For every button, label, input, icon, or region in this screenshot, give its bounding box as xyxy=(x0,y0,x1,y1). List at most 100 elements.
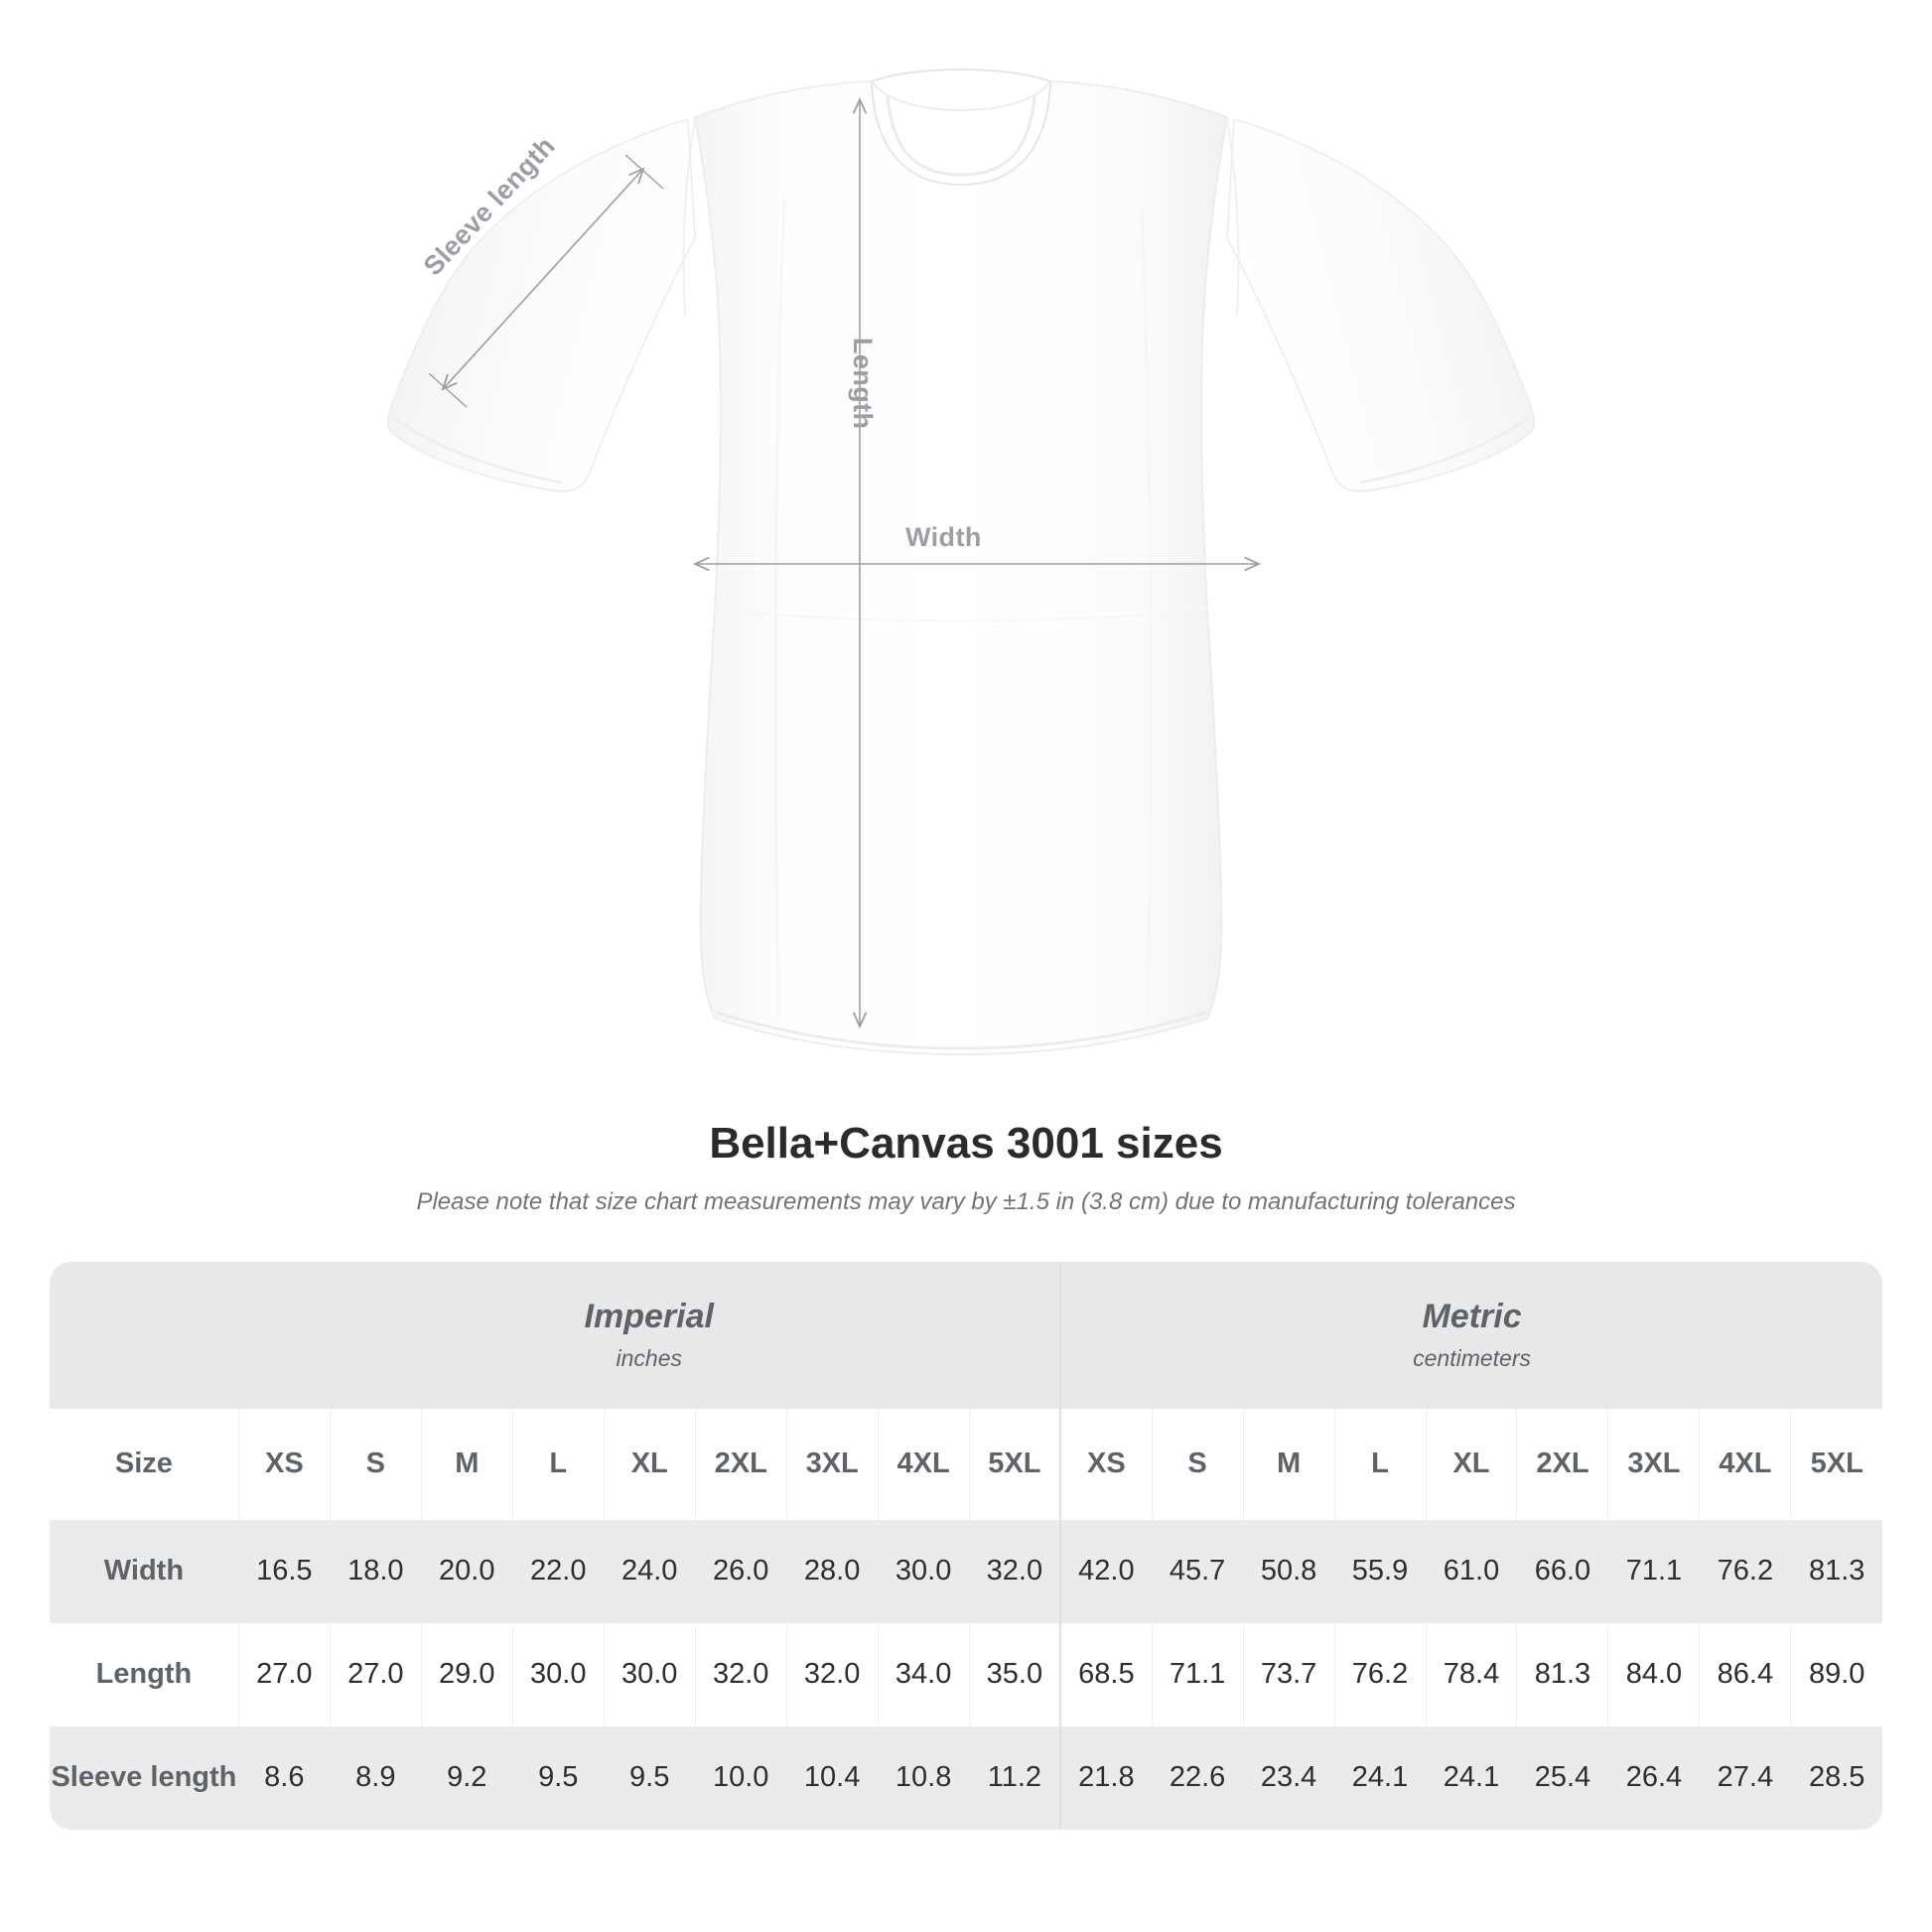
cell-imperial: 9.5 xyxy=(604,1725,696,1830)
cell-metric: 81.3 xyxy=(1516,1622,1609,1726)
cell-metric: 45.7 xyxy=(1152,1519,1244,1623)
size-header-imperial-2xl: 2XL xyxy=(695,1408,787,1520)
cell-imperial: 29.0 xyxy=(421,1622,513,1726)
cell-imperial: 9.5 xyxy=(512,1725,605,1830)
cell-metric: 24.1 xyxy=(1334,1725,1427,1830)
cell-imperial: 18.0 xyxy=(330,1519,422,1623)
cell-imperial: 30.0 xyxy=(512,1622,605,1726)
cell-imperial: 32.0 xyxy=(969,1519,1062,1623)
size-header-imperial-xl: XL xyxy=(604,1408,696,1520)
size-table: Imperial inches Metric centimeters Size … xyxy=(50,1261,1882,1830)
cell-metric: 78.4 xyxy=(1426,1622,1518,1726)
cell-imperial: 22.0 xyxy=(512,1519,605,1623)
size-header-imperial-4xl: 4XL xyxy=(878,1408,970,1520)
tolerance-note: Please note that size chart measurements… xyxy=(416,1187,1516,1215)
size-table-body: Width 16.5 18.0 20.0 22.0 24.0 26.0 28.0 30.0 32.… xyxy=(50,1519,1882,1830)
cell-imperial: 10.4 xyxy=(786,1725,879,1830)
cell-metric: 23.4 xyxy=(1243,1725,1335,1830)
size-header-metric-2xl: 2XL xyxy=(1516,1408,1609,1520)
cell-imperial: 8.6 xyxy=(238,1725,331,1830)
size-header-imperial-xs: XS xyxy=(238,1408,331,1520)
cell-imperial: 9.2 xyxy=(421,1725,513,1830)
width-label: Width xyxy=(905,522,982,552)
unit-metric-sub: centimeters xyxy=(1413,1344,1531,1371)
size-header-imperial-l: L xyxy=(512,1408,605,1520)
cell-imperial: 11.2 xyxy=(969,1725,1062,1830)
unit-metric-name: Metric xyxy=(1422,1298,1522,1336)
unit-band-row: Imperial inches Metric centimeters xyxy=(50,1261,1882,1409)
cell-imperial: 20.0 xyxy=(421,1519,513,1623)
cell-metric: 68.5 xyxy=(1060,1622,1153,1726)
table-row: Sleeve length 8.6 8.9 9.2 9.5 9.5 10.0 10.4 10.8… xyxy=(50,1725,1882,1830)
cell-metric: 86.4 xyxy=(1699,1622,1792,1726)
unit-imperial-name: Imperial xyxy=(584,1298,714,1336)
cell-metric: 50.8 xyxy=(1243,1519,1335,1623)
cell-imperial: 30.0 xyxy=(878,1519,970,1623)
size-header-metric-s: S xyxy=(1152,1408,1244,1520)
sleeve-tick-top xyxy=(624,154,664,190)
size-header-metric-5xl: 5XL xyxy=(1790,1408,1882,1520)
caption-block: Bella+Canvas 3001 sizes Please note that… xyxy=(0,1112,1932,1216)
cell-metric: 71.1 xyxy=(1607,1519,1701,1623)
sleeve-tick-bottom xyxy=(428,372,468,408)
tshirt-stage: Sleeve length Length Width xyxy=(387,69,1535,1055)
cell-metric: 25.4 xyxy=(1516,1725,1609,1830)
size-header-metric-l: L xyxy=(1334,1408,1427,1520)
cell-metric: 89.0 xyxy=(1790,1622,1882,1726)
cell-imperial: 35.0 xyxy=(969,1622,1062,1726)
cell-metric: 55.9 xyxy=(1334,1519,1427,1623)
table-row: Length 27.0 27.0 29.0 30.0 30.0 32.0 32.0 34.0 35… xyxy=(50,1622,1882,1726)
size-header-metric-3xl: 3XL xyxy=(1607,1408,1701,1520)
size-header-imperial-5xl: 5XL xyxy=(969,1408,1062,1520)
cell-imperial: 16.5 xyxy=(238,1519,331,1623)
cell-imperial: 27.0 xyxy=(330,1622,422,1726)
size-table-container: Imperial inches Metric centimeters Size … xyxy=(50,1261,1882,1830)
unit-group-imperial: Imperial inches xyxy=(238,1261,1062,1409)
cell-imperial: 30.0 xyxy=(604,1622,696,1726)
cell-imperial: 27.0 xyxy=(238,1622,331,1726)
size-header-row: Size XS S M L XL 2XL 3XL 4XL 5XL XS S M L XL 2XL 3XL 4XL… xyxy=(50,1408,1882,1520)
cell-metric: 42.0 xyxy=(1060,1519,1153,1623)
cell-imperial: 10.0 xyxy=(695,1725,787,1830)
sleeve-arrow xyxy=(441,167,645,391)
tshirt-diagram-svg xyxy=(387,69,1535,1055)
cell-metric: 76.2 xyxy=(1334,1622,1427,1726)
unit-imperial-sub: inches xyxy=(616,1344,682,1371)
cell-metric: 71.1 xyxy=(1152,1622,1244,1726)
unit-group-metric: Metric centimeters xyxy=(1060,1261,1882,1409)
size-header-metric-4xl: 4XL xyxy=(1699,1408,1792,1520)
cell-imperial: 34.0 xyxy=(878,1622,970,1726)
table-row: Width 16.5 18.0 20.0 22.0 24.0 26.0 28.0 30.0 32.… xyxy=(50,1519,1882,1623)
cell-metric: 28.5 xyxy=(1790,1725,1882,1830)
cell-imperial: 8.9 xyxy=(330,1725,422,1830)
page-title: Bella+Canvas 3001 sizes xyxy=(709,1119,1223,1168)
size-header-imperial-s: S xyxy=(330,1408,422,1520)
cell-metric: 81.3 xyxy=(1790,1519,1882,1623)
cell-imperial: 28.0 xyxy=(786,1519,879,1623)
cell-metric: 24.1 xyxy=(1426,1725,1518,1830)
size-header-imperial-3xl: 3XL xyxy=(786,1408,879,1520)
tshirt-illustration: Sleeve length Length Width xyxy=(387,69,1535,1055)
cell-metric: 76.2 xyxy=(1699,1519,1792,1623)
cell-metric: 73.7 xyxy=(1243,1622,1335,1726)
size-header-metric-xs: XS xyxy=(1060,1408,1153,1520)
size-header-imperial-m: M xyxy=(421,1408,513,1520)
cell-metric: 22.6 xyxy=(1152,1725,1244,1830)
cell-imperial: 24.0 xyxy=(604,1519,696,1623)
cell-metric: 21.8 xyxy=(1060,1725,1153,1830)
length-label: Length xyxy=(848,338,878,430)
cell-imperial: 10.8 xyxy=(878,1725,970,1830)
cell-metric: 26.4 xyxy=(1607,1725,1701,1830)
cell-imperial: 32.0 xyxy=(786,1622,879,1726)
tshirt-shape xyxy=(387,69,1535,1055)
cell-metric: 61.0 xyxy=(1426,1519,1518,1623)
cell-imperial: 26.0 xyxy=(695,1519,787,1623)
row-label-sleeve-length: Sleeve length xyxy=(50,1725,239,1830)
size-header-label: Size xyxy=(50,1408,239,1520)
measurement-arrows xyxy=(428,96,1262,1030)
cell-imperial: 32.0 xyxy=(695,1622,787,1726)
row-label-length: Length xyxy=(50,1622,239,1726)
cell-metric: 84.0 xyxy=(1607,1622,1701,1726)
unit-band-spacer xyxy=(50,1261,239,1409)
size-header-metric-m: M xyxy=(1243,1408,1335,1520)
